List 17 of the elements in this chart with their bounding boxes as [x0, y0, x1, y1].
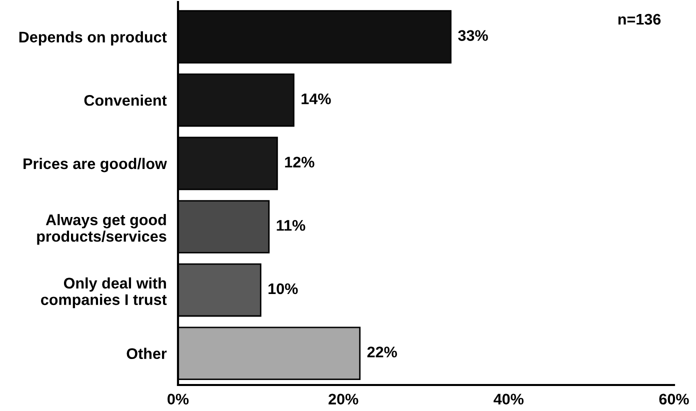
y-tick-label: Prices are good/low [24, 158, 167, 172]
x-tick-label: 20% [328, 394, 358, 405]
data-label: 22% [367, 346, 397, 358]
data-label: 12% [285, 156, 314, 168]
y-tick-label: Depends on product [19, 31, 167, 46]
y-tick-label: Other [126, 348, 167, 360]
x-tick-label: 0% [168, 394, 189, 405]
y-tick-label: Only deal with companies I trust [41, 277, 167, 308]
data-label: 11% [276, 220, 306, 231]
annotation: n=136 [618, 14, 661, 25]
x-tick-label: 60% [659, 394, 689, 405]
data-label: 14% [302, 93, 331, 104]
y-tick-label: Always get good products/services [37, 214, 166, 245]
data-label: 10% [268, 283, 298, 294]
y-tick-label: Convenient [84, 94, 167, 106]
x-tick-label: 40% [494, 394, 524, 405]
data-label: 33% [458, 30, 488, 41]
